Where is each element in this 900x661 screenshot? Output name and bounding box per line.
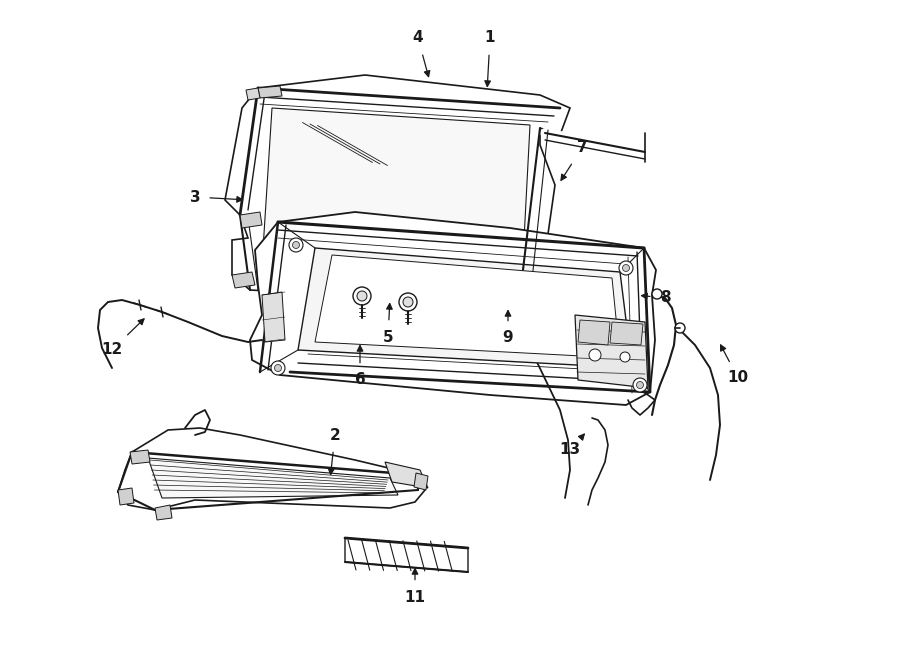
Text: 7: 7 — [561, 141, 588, 180]
Text: 10: 10 — [721, 345, 749, 385]
Text: 5: 5 — [382, 303, 393, 344]
Circle shape — [589, 349, 601, 361]
Circle shape — [292, 241, 300, 249]
Polygon shape — [118, 488, 134, 505]
Polygon shape — [262, 108, 530, 278]
Polygon shape — [578, 320, 610, 345]
Circle shape — [620, 352, 630, 362]
Polygon shape — [298, 248, 632, 368]
Circle shape — [403, 297, 413, 307]
Polygon shape — [246, 88, 260, 100]
Polygon shape — [118, 428, 425, 510]
Circle shape — [633, 378, 647, 392]
Polygon shape — [414, 473, 428, 490]
Circle shape — [636, 381, 644, 389]
Polygon shape — [250, 212, 656, 405]
Circle shape — [353, 287, 371, 305]
Circle shape — [652, 289, 662, 299]
Polygon shape — [155, 505, 172, 520]
Circle shape — [619, 261, 633, 275]
Text: 8: 8 — [642, 290, 670, 305]
Polygon shape — [130, 450, 150, 464]
Polygon shape — [148, 458, 398, 498]
Circle shape — [271, 361, 285, 375]
Text: 3: 3 — [190, 190, 242, 204]
Text: 12: 12 — [102, 319, 144, 358]
Text: 2: 2 — [328, 428, 340, 475]
Polygon shape — [258, 86, 282, 98]
Text: 9: 9 — [503, 311, 513, 346]
Text: 13: 13 — [560, 434, 584, 457]
Polygon shape — [232, 272, 255, 288]
Polygon shape — [385, 462, 428, 488]
Circle shape — [623, 264, 629, 272]
Text: 1: 1 — [485, 30, 495, 87]
Circle shape — [357, 291, 367, 301]
Circle shape — [675, 323, 685, 333]
Polygon shape — [610, 322, 643, 345]
Polygon shape — [575, 315, 648, 388]
Text: 4: 4 — [413, 30, 430, 77]
Circle shape — [274, 364, 282, 371]
Circle shape — [399, 293, 417, 311]
Polygon shape — [225, 75, 570, 305]
Text: 11: 11 — [404, 568, 426, 605]
Text: 6: 6 — [355, 346, 365, 387]
Polygon shape — [262, 292, 285, 342]
Polygon shape — [240, 212, 262, 228]
Circle shape — [289, 238, 303, 252]
Polygon shape — [345, 538, 468, 572]
Polygon shape — [315, 255, 620, 358]
